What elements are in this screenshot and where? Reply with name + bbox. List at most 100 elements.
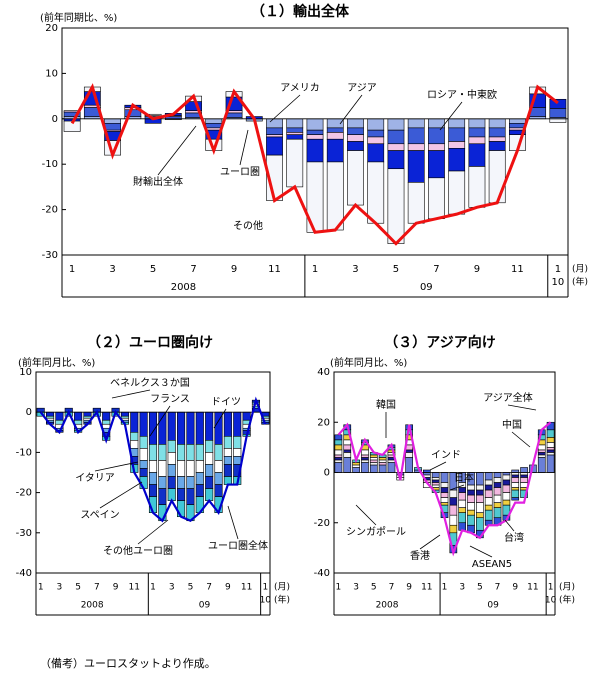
bar-segment: [440, 472, 449, 483]
bar-segment: [549, 118, 567, 123]
bar-segment: [476, 484, 484, 491]
y-tick-label: -10: [16, 447, 32, 458]
bar-segment: [511, 497, 520, 501]
bar-segment: [158, 460, 167, 477]
bar-segment: [266, 127, 283, 135]
y-tick-label: -30: [42, 250, 58, 261]
plot-area: [61, 27, 569, 256]
bar-segment: [286, 134, 304, 140]
y-tick-label: 0: [324, 468, 330, 479]
bar-segment: [484, 489, 493, 498]
callout-label: 中国: [502, 418, 522, 431]
bar-segment: [502, 474, 511, 481]
bar-segment: [448, 118, 466, 129]
bar-segment: [334, 462, 343, 473]
bar-segment: [493, 477, 502, 483]
bar-segment: [148, 484, 158, 497]
bar-segment: [286, 118, 304, 129]
year-label: 10: [545, 596, 557, 606]
x-axis-label: (月): [559, 582, 575, 593]
bar-segment: [139, 448, 148, 461]
bar-segment: [102, 423, 111, 429]
x-tick-label: 11: [129, 583, 140, 593]
x-tick-label: 3: [353, 583, 359, 593]
plot-area: [35, 371, 271, 574]
bar-segment: [326, 161, 344, 231]
bar-segment: [502, 492, 511, 501]
bar-segment: [484, 484, 493, 491]
bar-segment: [407, 150, 425, 183]
callout-arrow: [429, 461, 447, 471]
callout-label: その他: [233, 219, 263, 232]
bar-segment: [367, 143, 385, 163]
bar-segment: [286, 138, 304, 188]
x-tick-label: 9: [406, 583, 412, 593]
callout-arrow: [99, 481, 143, 509]
bar-segment: [233, 411, 242, 437]
x-tick-label: 11: [268, 264, 281, 275]
bar-segment: [139, 411, 148, 437]
bar-segment: [148, 460, 158, 473]
bar-segment: [467, 494, 475, 503]
bar-segment: [440, 482, 449, 488]
bar-segment: [520, 467, 528, 473]
bar-segment: [484, 479, 493, 486]
callout-label: ユーロ圏: [220, 166, 260, 178]
bar-segment: [225, 112, 243, 118]
bar-segment: [205, 488, 214, 501]
bar-segment: [361, 459, 369, 463]
bar-segment: [186, 488, 195, 505]
bar-segment: [405, 449, 413, 453]
callout-arrow: [137, 519, 169, 545]
bar-segment: [407, 143, 425, 151]
bar-segment: [407, 118, 425, 129]
x-tick-label: 3: [459, 583, 465, 593]
callout-label: 財輸出全体: [133, 175, 183, 188]
x-tick-label: 1: [312, 264, 318, 275]
callout-arrow: [111, 389, 151, 399]
bar-segment: [361, 462, 369, 473]
callout-label: アメリカ: [280, 82, 320, 94]
bar-segment: [387, 129, 405, 145]
bar-segment: [120, 415, 129, 419]
bar-segment: [484, 472, 493, 481]
x-tick-label: 9: [512, 583, 518, 593]
y-tick-label: 0: [52, 114, 58, 125]
bar-segment: [502, 479, 511, 486]
total-line: [39, 396, 267, 523]
bar-segment: [343, 452, 352, 458]
bar-segment: [334, 459, 343, 463]
bar-segment: [488, 150, 506, 204]
x-tick-label: 5: [75, 583, 81, 593]
x2-axis-label: (年): [572, 276, 588, 288]
bar-segment: [347, 127, 364, 135]
chart-title: （３）アジア向け: [384, 334, 495, 351]
note: （備考）ユーロスタットより作成。: [40, 657, 216, 670]
bar-segment: [266, 136, 283, 156]
x-axis-label: (月): [572, 264, 588, 275]
bar-segment: [537, 452, 546, 456]
callout-label: アジア全体: [483, 391, 533, 404]
bar-segment: [195, 460, 204, 473]
bar-segment: [347, 141, 364, 151]
bar-segment: [448, 127, 466, 142]
bar-segment: [205, 464, 214, 477]
bar-segment: [387, 168, 405, 244]
bar-segment: [431, 479, 440, 483]
bar-segment: [361, 457, 369, 461]
x-tick-label: 11: [421, 583, 432, 593]
bar-segment: [306, 138, 324, 163]
bar-segment: [467, 514, 475, 526]
bar-segment: [468, 127, 486, 138]
bar-segment: [467, 489, 475, 496]
bar-segment: [214, 444, 223, 461]
bar-segment: [546, 437, 555, 443]
chart-title: （２）ユーロ圏向け: [87, 334, 213, 351]
bar-segment: [195, 444, 204, 461]
bar-segment: [177, 476, 186, 489]
bar-segment: [367, 118, 385, 131]
bar-segment: [449, 504, 458, 516]
y-tick-label: 20: [317, 417, 330, 428]
bar-segment: [177, 411, 186, 445]
bar-segment: [139, 460, 148, 469]
